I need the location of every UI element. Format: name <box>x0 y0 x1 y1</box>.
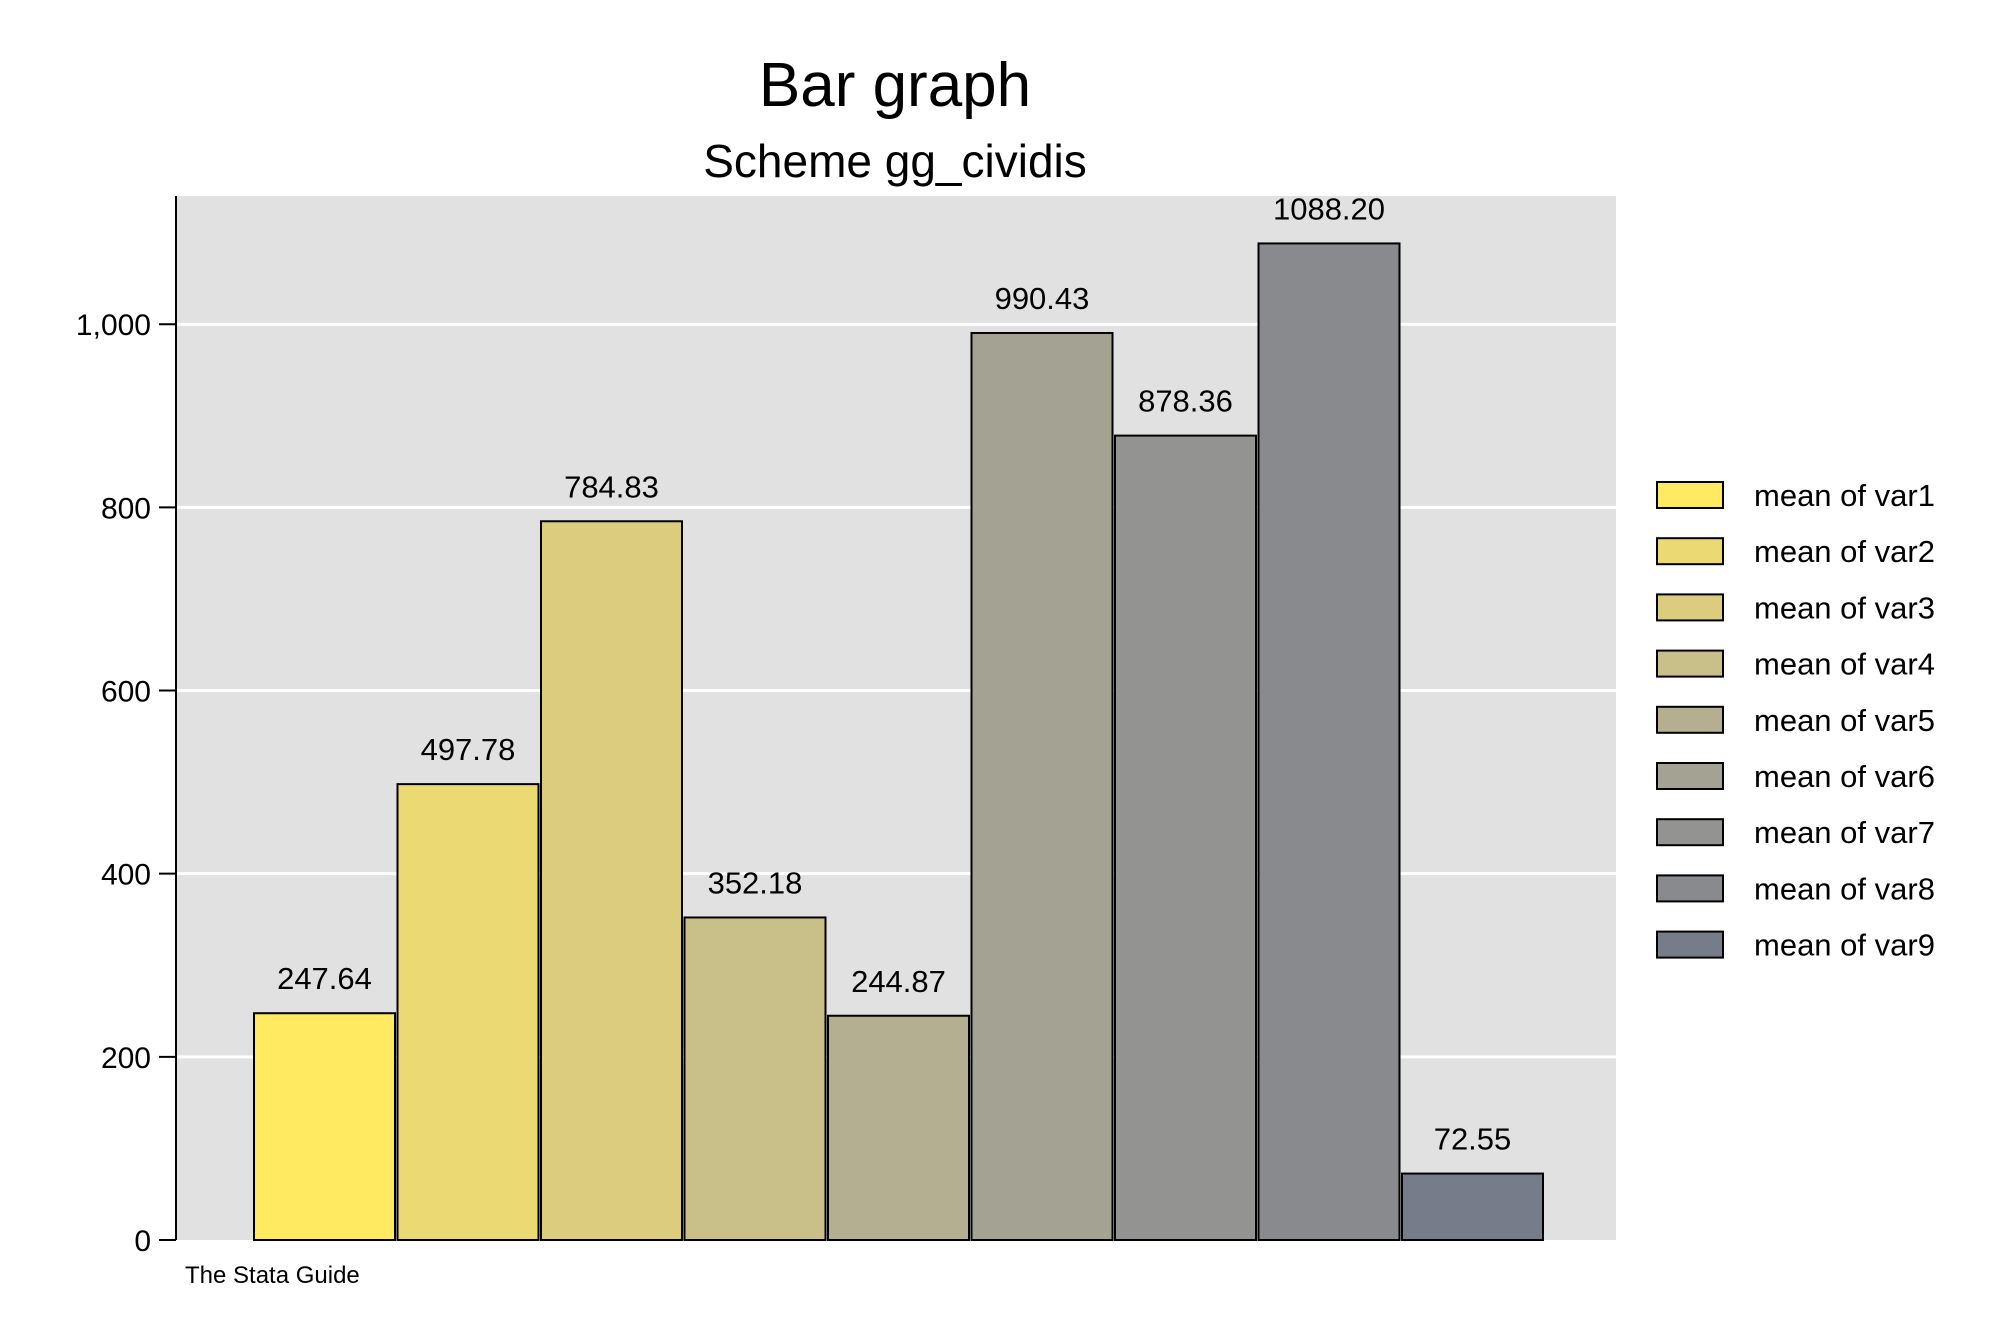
data-label-6: 990.43 <box>995 281 1090 316</box>
legend-swatch-2 <box>1656 537 1724 566</box>
y-tick-label: 800 <box>101 492 151 525</box>
bar-3 <box>540 520 683 1241</box>
legend-label-8: mean of var8 <box>1754 871 1935 906</box>
data-label-8: 1088.20 <box>1273 191 1385 226</box>
legend-label-7: mean of var7 <box>1754 815 1935 850</box>
legend-label-9: mean of var9 <box>1754 928 1935 963</box>
legend-label-1: mean of var1 <box>1754 478 1935 513</box>
data-label-2: 497.78 <box>421 732 516 767</box>
data-label-1: 247.64 <box>277 961 372 996</box>
bar-8 <box>1257 242 1401 1242</box>
data-label-9: 72.55 <box>1434 1122 1512 1157</box>
bar-7 <box>1114 434 1257 1241</box>
legend-label-4: mean of var4 <box>1754 647 1935 682</box>
bar-4 <box>683 916 827 1241</box>
legend-label-5: mean of var5 <box>1754 703 1935 738</box>
legend-label-6: mean of var6 <box>1754 759 1935 794</box>
bar-6 <box>970 331 1114 1242</box>
y-tick-label: 1,000 <box>76 309 151 342</box>
bar-9 <box>1401 1172 1544 1241</box>
chart-title: Bar graph <box>759 51 1031 120</box>
legend: mean of var1 mean of var2 mean of var3 mean… <box>1656 478 1935 963</box>
data-label-3: 784.83 <box>564 469 659 504</box>
legend-swatch-9 <box>1656 930 1724 959</box>
bar-2 <box>396 783 540 1241</box>
legend-swatch-5 <box>1656 705 1724 734</box>
y-tick-label: 600 <box>101 676 151 709</box>
y-tick-label: 0 <box>134 1225 151 1258</box>
data-label-5: 244.87 <box>851 964 946 999</box>
legend-label-2: mean of var2 <box>1754 534 1935 569</box>
chart-subtitle: Scheme gg_cividis <box>703 135 1087 187</box>
y-tick-label: 200 <box>101 1042 151 1075</box>
note-text: The Stata Guide <box>185 1262 360 1289</box>
y-tick-label: 400 <box>101 859 151 892</box>
legend-swatch-7 <box>1656 818 1724 847</box>
bars <box>253 242 1544 1242</box>
data-label-7: 878.36 <box>1138 384 1233 419</box>
bar-1 <box>253 1012 396 1241</box>
data-labels: 247.64 497.78 784.83 352.18 244.87 990.43 878.… <box>277 191 1511 1156</box>
legend-label-3: mean of var3 <box>1754 590 1935 625</box>
legend-swatch-8 <box>1656 874 1724 903</box>
legend-swatch-6 <box>1656 762 1724 790</box>
bar-5 <box>827 1014 970 1241</box>
legend-swatch-3 <box>1656 593 1724 622</box>
legend-swatch-1 <box>1656 481 1724 509</box>
y-axis: 0 200 400 600 800 1,000 <box>76 196 177 1258</box>
data-label-4: 352.18 <box>708 865 803 900</box>
legend-swatch-4 <box>1656 649 1724 678</box>
